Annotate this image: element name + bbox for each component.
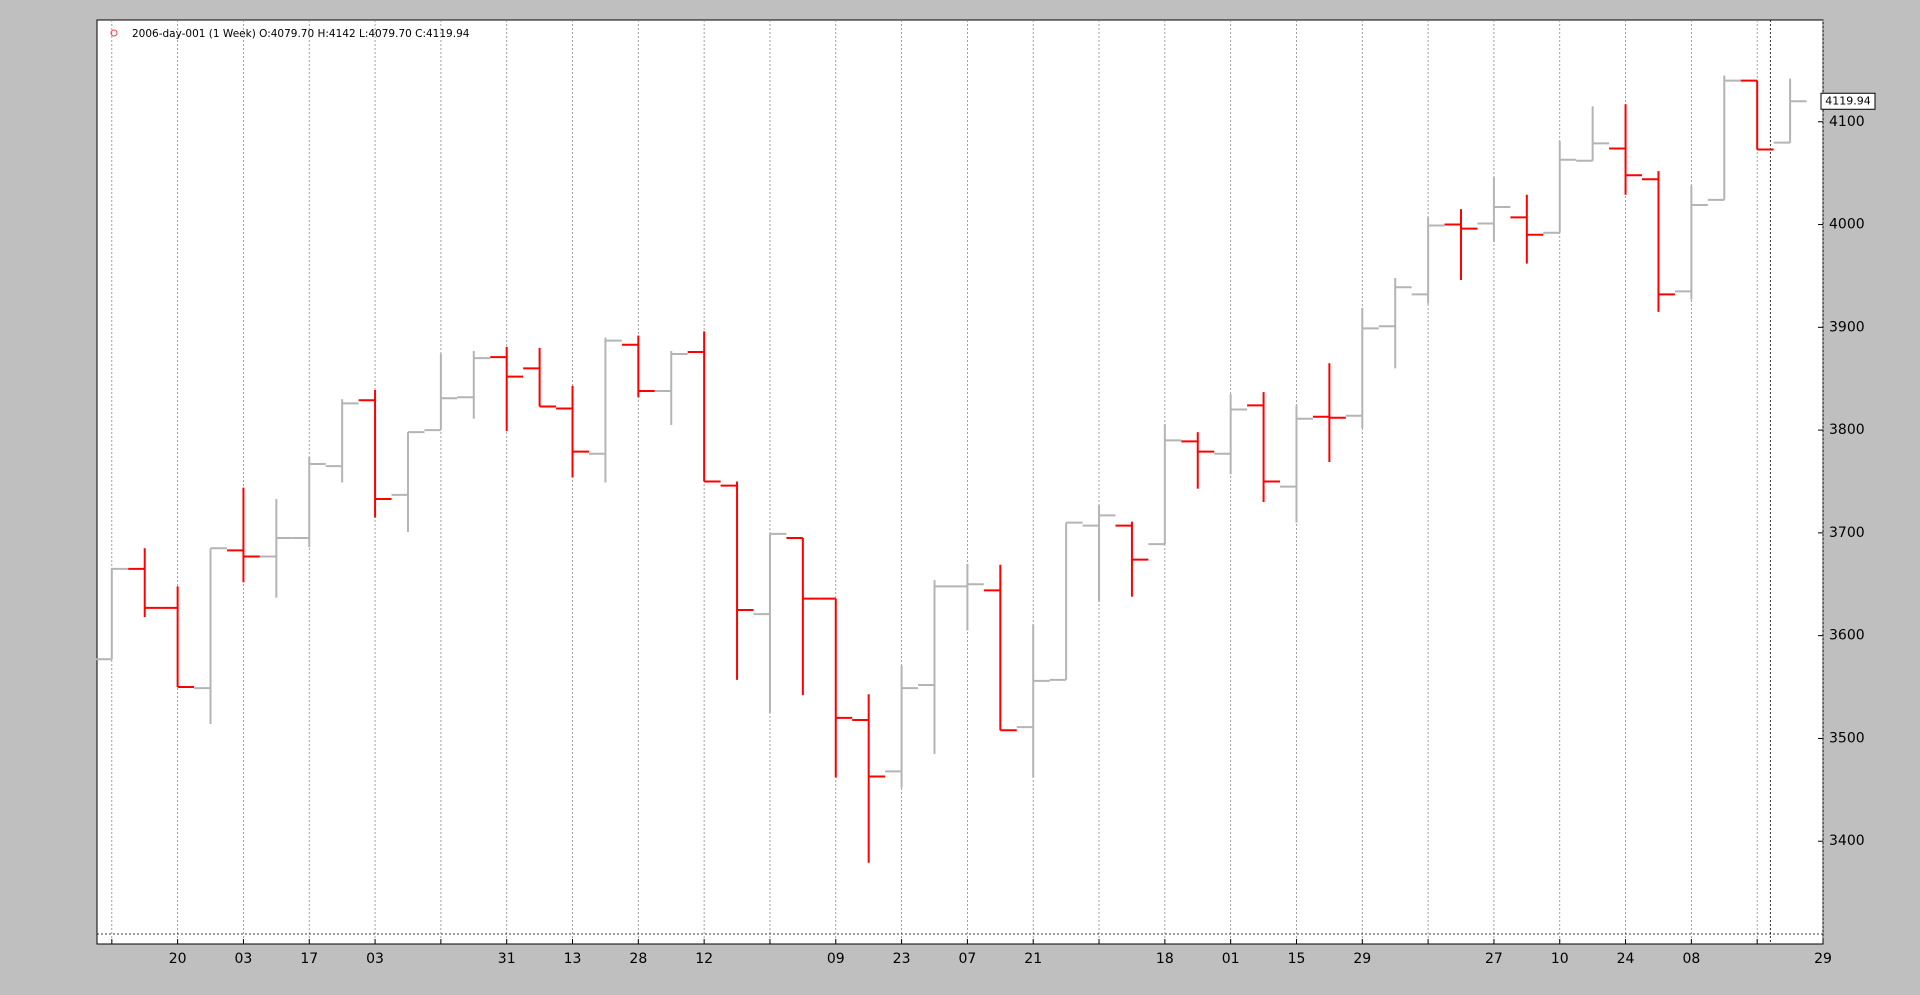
x-tick-label: 09 xyxy=(827,951,845,967)
x-tick-label: 24 xyxy=(1617,951,1635,967)
x-tick-label: 29 xyxy=(1814,951,1832,967)
x-tick-label: 18 xyxy=(1156,951,1174,967)
x-tick-label: 10 xyxy=(1551,951,1569,967)
x-tick-label: 13 xyxy=(564,951,582,967)
x-tick-label: 23 xyxy=(893,951,911,967)
plot-area xyxy=(96,19,1824,945)
x-tick-label: 31 xyxy=(498,951,516,967)
y-tick-label: 3600 xyxy=(1829,628,1865,644)
x-tick-label: 12 xyxy=(695,951,713,967)
y-tick-label: 4100 xyxy=(1829,114,1865,130)
y-tick-label: 3400 xyxy=(1829,833,1865,849)
y-tick-label: 3500 xyxy=(1829,730,1865,746)
x-tick-label: 01 xyxy=(1222,951,1240,967)
x-tick-label: 15 xyxy=(1288,951,1306,967)
x-tick-label: 27 xyxy=(1485,951,1503,967)
x-tick-label: 08 xyxy=(1682,951,1700,967)
x-tick-label: 17 xyxy=(300,951,318,967)
legend-icon xyxy=(110,29,118,37)
x-tick-label: 03 xyxy=(366,951,384,967)
x-tick-label: 28 xyxy=(629,951,647,967)
y-tick-label: 3800 xyxy=(1829,422,1865,438)
last-price-box xyxy=(1820,92,1876,110)
x-tick-label: 20 xyxy=(169,951,187,967)
last-price-label: 4119.94 xyxy=(1825,94,1871,107)
x-tick-label: 29 xyxy=(1353,951,1371,967)
x-tick-label: 03 xyxy=(235,951,253,967)
x-tick-label: 07 xyxy=(958,951,976,967)
chart-title: 2006-day-001 (1 Week) O:4079.70 H:4142 L… xyxy=(132,28,470,40)
y-tick-label: 3700 xyxy=(1829,525,1865,541)
x-tick-label: 21 xyxy=(1024,951,1042,967)
y-tick-label: 4000 xyxy=(1829,217,1865,233)
y-tick-label: 3900 xyxy=(1829,319,1865,335)
